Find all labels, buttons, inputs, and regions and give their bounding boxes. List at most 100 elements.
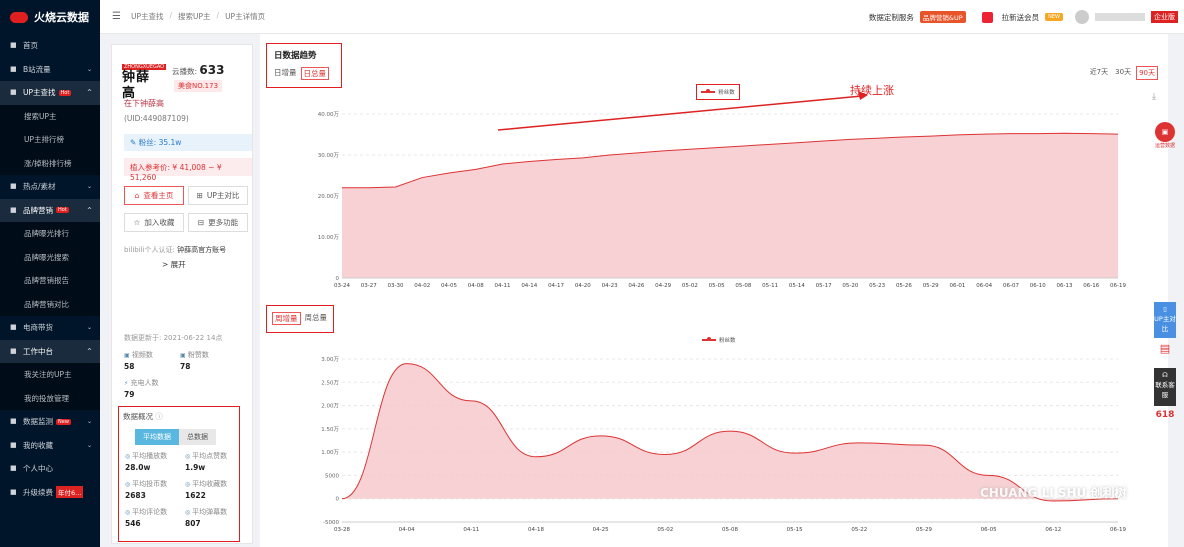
breadcrumb: UP主查找 / 搜索UP主 / UP主详情页 [131, 11, 265, 22]
x-tick-label: 05-20 [842, 283, 858, 289]
brand-logo[interactable]: 火烧云数据 [0, 0, 100, 34]
sidebar-item-label: 搜索UP主 [24, 111, 57, 121]
sidebar-item[interactable]: 搜索UP主 [0, 104, 100, 128]
sidebar-item[interactable]: 品牌营销对比 [0, 292, 100, 316]
add-favorite-button[interactable]: ☆ 加入收藏 [124, 213, 184, 232]
x-tick-label: 04-29 [655, 283, 671, 289]
sidebar-item[interactable]: ■ B站流量 ⌄ [0, 58, 100, 82]
stat-icon: ◎ [125, 453, 133, 460]
renew-badge: 年付6... [56, 486, 84, 499]
up-uid: (UID:449087109) [124, 114, 189, 123]
chart1-legend[interactable]: 粉丝数 [696, 84, 740, 100]
expand-link[interactable]: > 展开 [162, 260, 186, 269]
invite-link[interactable]: 拉新送会员 [1001, 12, 1040, 22]
sidebar-item[interactable]: ■ 个人中心 [0, 457, 100, 481]
breadcrumb-item-2[interactable]: 搜索UP主 [178, 12, 211, 21]
sidebar-item[interactable]: ■ 升级续费 年付6... [0, 481, 100, 505]
y-tick-label: 3.00万 [321, 356, 339, 363]
chart1-title: 日数据趋势 [274, 51, 317, 61]
promo-618[interactable]: 618 [1155, 410, 1175, 420]
x-tick-label: 05-08 [735, 283, 751, 289]
stat-label: 平均收藏数 [192, 480, 228, 488]
range-90d[interactable]: 90天 [1136, 66, 1158, 80]
headset-icon: ☊ [1162, 371, 1168, 379]
sidebar-item[interactable]: 品牌曝光搜索 [0, 245, 100, 269]
stat-value: 1.9w [185, 463, 206, 472]
sidebar-menu: ■ 首页 ■ B站流量 ⌄ ■ UP主查找 Hot ^ 搜索UP主 UP主排行榜 涨/掉粉排行榜 ■ 热点… [0, 34, 100, 504]
sidebar-item[interactable]: 涨/掉粉排行榜 [0, 151, 100, 175]
range-30d[interactable]: 30天 [1115, 68, 1132, 76]
x-tick-label: 06-10 [1030, 283, 1046, 289]
avatar[interactable] [1075, 10, 1089, 24]
compare-float-button[interactable]: ▯ UP主对比 [1154, 302, 1176, 338]
y-tick-label: 2.00万 [321, 403, 339, 410]
x-tick-label: 05-22 [851, 527, 867, 533]
series-line [341, 363, 1119, 502]
tab-daily-total[interactable]: 日总量 [300, 67, 329, 80]
stat-label: 充电人数 [130, 379, 159, 387]
x-tick-label: 04-18 [528, 527, 544, 533]
bar-icon: ■ [10, 64, 17, 73]
watermark: CHUANG LI SHU 创利树 [980, 486, 1127, 500]
sidebar-item[interactable]: ■ UP主查找 Hot ^ [0, 81, 100, 105]
breadcrumb-item-3: UP主详情页 [225, 12, 266, 21]
overview-toggle: 平均数据 总数据 [135, 429, 216, 445]
compare-button[interactable]: ⊞ UP主对比 [188, 186, 248, 205]
star-icon: ■ [10, 440, 17, 449]
sidebar-item[interactable]: 品牌曝光排行 [0, 222, 100, 246]
download-icon[interactable]: ⤓ [1152, 92, 1156, 102]
fans-count: ✎ 粉丝: 35.1w [124, 134, 252, 151]
x-tick-label: 05-11 [762, 283, 778, 289]
x-tick-label: 05-05 [709, 283, 725, 289]
chart1-svg: 0 10.00万 20.00万 30.00万 40.00万 03-24 03-27 03-30… [318, 91, 1126, 289]
tab-weekly-total[interactable]: 周总量 [304, 313, 328, 322]
menu-toggle-icon[interactable]: ☰ [112, 11, 121, 22]
y-tick-label: 0 [336, 276, 340, 282]
overview-stat: ◎ 平均投币数 2683 [125, 479, 167, 500]
logo-small-text: ZHONGXUEGAO [122, 64, 167, 70]
sidebar-item[interactable]: ■ 工作中台 ^ [0, 339, 100, 363]
tab-total[interactable]: 总数据 [179, 429, 216, 445]
update-time: 数据更新于: 2021-06-22 14点 [124, 334, 223, 342]
sidebar-item[interactable]: 品牌营销报告 [0, 269, 100, 293]
trend-arrow-head [858, 91, 868, 100]
x-tick-label: 06-13 [1056, 283, 1072, 289]
tab-average[interactable]: 平均数据 [135, 429, 179, 445]
brand-tag[interactable]: 品牌营销&UP [919, 11, 966, 23]
assistant-float[interactable]: ▣ 运营数据 [1154, 122, 1176, 149]
target-icon: ■ [10, 205, 17, 214]
sidebar-item[interactable]: ■ 热点/素材 ⌄ [0, 175, 100, 199]
y-tick-label: 1.00万 [321, 449, 339, 456]
overview-stat: ◎ 平均点赞数 1.9w [185, 451, 227, 472]
sidebar-item[interactable]: ■ 数据监测 New ⌄ [0, 410, 100, 434]
sidebar-item[interactable]: 我关注的UP主 [0, 363, 100, 387]
breadcrumb-item-1[interactable]: UP主查找 [130, 12, 164, 21]
gear-icon: ■ [10, 487, 17, 496]
document-icon[interactable]: ▤ [1159, 342, 1171, 355]
overview-stat: ◎ 平均播放数 28.0w [125, 451, 167, 472]
sidebar-item[interactable]: ■ 电商带货 ⌄ [0, 316, 100, 340]
tab-daily-increase[interactable]: 日增量 [274, 68, 297, 77]
range-7d[interactable]: 近7天 [1089, 68, 1109, 76]
chart2-legend-label: 粉丝数 [719, 338, 736, 344]
stat-label: 视频数 [131, 351, 153, 359]
sidebar-item[interactable]: ■ 品牌营销 Hot ^ [0, 198, 100, 222]
sidebar-item-label: 个人中心 [23, 464, 53, 474]
custom-service-link[interactable]: 数据定制服务 [868, 12, 914, 22]
chart2-legend[interactable]: 粉丝数 [702, 336, 736, 344]
view-home-button[interactable]: ⌂ 查看主页 [124, 186, 184, 205]
sidebar-item[interactable]: 我的投放管理 [0, 386, 100, 410]
price-range: 植入参考价: ¥ 41,008 ~ ¥ 51,260 [124, 158, 252, 182]
sidebar-item[interactable]: ■ 我的收藏 ⌄ [0, 434, 100, 458]
service-float-button[interactable]: ☊ 联系客服 [1154, 368, 1176, 406]
tab-weekly-increase[interactable]: 周增量 [272, 312, 301, 325]
stat-label: 平均弹幕数 [192, 508, 228, 516]
sidebar-item[interactable]: ■ 首页 [0, 34, 100, 58]
sidebar-item[interactable]: UP主排行榜 [0, 128, 100, 152]
verify-label: bilibili个人认证: [124, 246, 175, 254]
more-functions-button[interactable]: ⊟ 更多功能 [188, 213, 248, 232]
x-tick-label: 04-26 [628, 283, 644, 289]
stat-value: 1622 [185, 491, 206, 500]
overview-title-text: 数据概况 [123, 412, 153, 421]
stat-label: 粉赞数 [187, 351, 209, 359]
